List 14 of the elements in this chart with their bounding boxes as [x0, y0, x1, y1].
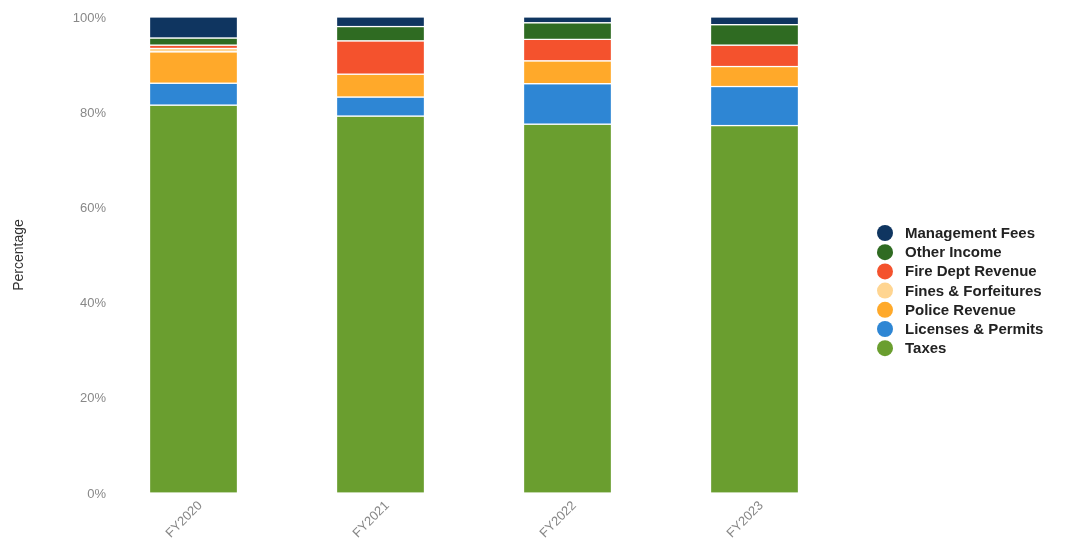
- legend-label: Other Income: [905, 243, 1002, 261]
- legend-label: Taxes: [905, 339, 947, 357]
- y-tick-label: 100%: [72, 9, 107, 25]
- y-tick-label: 80%: [79, 104, 107, 120]
- legend-label: Fines & Forfeitures: [905, 281, 1042, 299]
- legend-label: Licenses & Permits: [905, 320, 1044, 337]
- y-tick-label: 20%: [79, 390, 107, 406]
- legend-label: Police Revenue: [905, 300, 1016, 318]
- y-tick-label: 0%: [87, 485, 107, 501]
- legend-label: Fire Dept Revenue: [905, 262, 1037, 280]
- y-tick-label: 40%: [79, 295, 107, 311]
- legend-label: Management Fees: [905, 224, 1036, 241]
- y-axis-title: Percentage: [10, 218, 26, 291]
- y-tick-label: 60%: [79, 200, 107, 216]
